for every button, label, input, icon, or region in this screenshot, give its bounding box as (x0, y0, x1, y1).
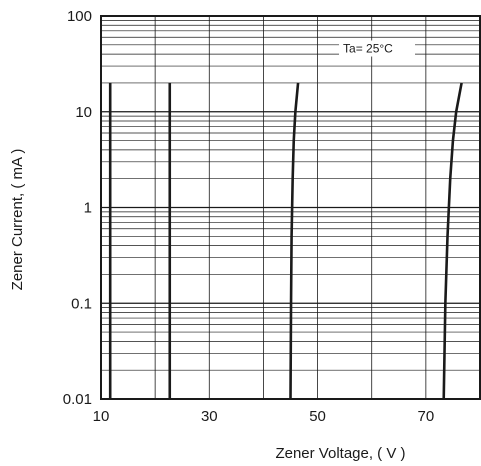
y-tick-label: 0.01 (63, 391, 92, 408)
series-line-3 (289, 82, 300, 400)
y-tick-label: 0.1 (71, 295, 92, 312)
y-tick-labels: 0.01 0.1 1 10 100 (63, 8, 92, 408)
y-axis-title: Zener Current, ( mA ) (9, 149, 26, 291)
annotation-box: Ta= 25°C (339, 40, 416, 57)
annotation-label: Ta= 25°C (343, 42, 393, 56)
y-tick-label: 10 (75, 104, 92, 121)
x-tick-label: 70 (418, 408, 435, 425)
x-tick-label: 30 (201, 408, 218, 425)
y-tick-label: 1 (84, 200, 92, 217)
series-line-4 (442, 82, 463, 400)
x-tick-label: 10 (93, 408, 110, 425)
y-tick-label: 100 (67, 8, 92, 25)
x-tick-labels: 10 30 50 70 (93, 408, 435, 425)
x-axis-title: Zener Voltage, ( V ) (275, 445, 405, 462)
x-tick-label: 50 (309, 408, 326, 425)
series-group (108, 82, 463, 400)
